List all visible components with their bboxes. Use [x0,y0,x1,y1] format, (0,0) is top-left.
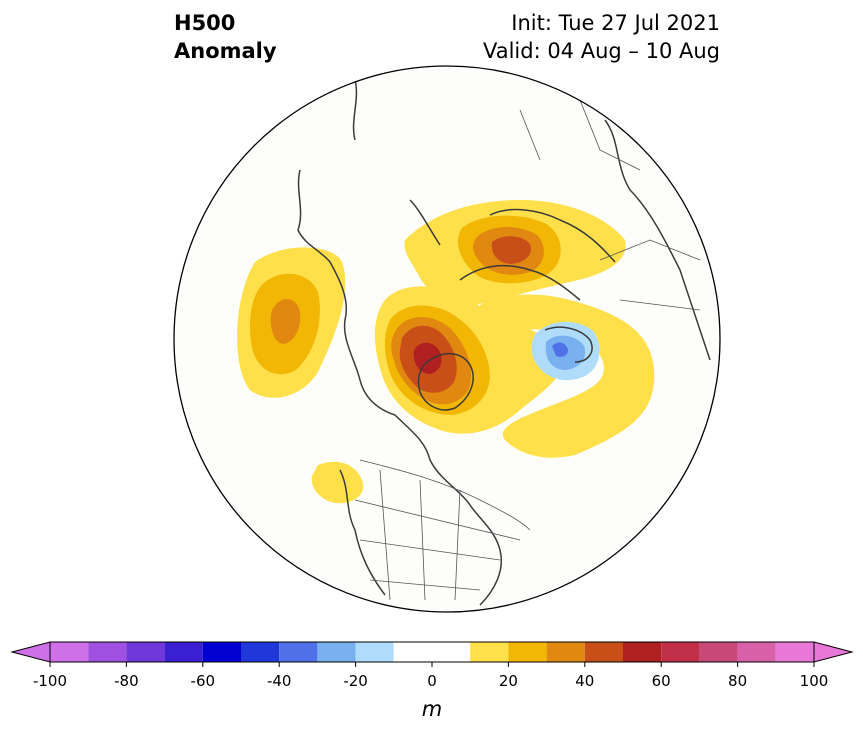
colorbar-swatch [279,642,318,662]
colorbar-tick-label: -20 [343,672,368,690]
colorbar-tick-label: 0 [427,672,437,690]
colorbar-swatch [737,642,776,662]
colorbar-swatch [623,642,662,662]
colorbar-tick-label: -100 [33,672,67,690]
colorbar-ticks: -100 -80 -60 -40 -20 0 20 40 60 80 100 [33,662,828,690]
colorbar-swatch [50,642,89,662]
title-line-2: Anomaly [174,39,277,63]
colorbar-tick-label: -80 [114,672,139,690]
colorbar-swatch [546,642,585,662]
globe-outline [173,65,721,613]
colorbar-swatch [202,642,241,662]
anomaly-western-russia [480,294,655,458]
map-subtitle: Init: Tue 27 Jul 2021 Valid: 04 Aug – 10… [483,9,720,65]
colorbar-swatch [317,642,356,662]
anomaly-north-pacific [237,247,346,398]
colorbar-swatch [126,642,165,662]
anomaly-scandinavia [404,200,626,306]
boundaries [354,99,701,601]
anomaly-pacific-northwest [311,461,364,504]
colorbar-unit: m [422,697,442,721]
colorbar-tick-label: 60 [652,672,671,690]
colorbar-swatch [470,642,509,662]
colorbar-tick-label: 20 [499,672,518,690]
colorbar-tick-label: 80 [728,672,747,690]
colorbar-swatch [355,642,394,662]
colorbar-swatch [88,642,127,662]
title-line-1: H500 [174,11,236,35]
colorbar-tick-label: 100 [800,672,829,690]
colorbar-frame [49,641,815,663]
coastlines [297,79,711,606]
colorbar-tick-label: -40 [267,672,292,690]
colorbar-swatches [50,642,814,662]
init-date: Init: Tue 27 Jul 2021 [511,11,720,35]
colorbar-swatch [699,642,738,662]
colorbar-extension-low [10,641,51,663]
colorbar-swatch [508,642,547,662]
colorbar-swatch [775,642,814,662]
colorbar-swatch [164,642,203,662]
colorbar-tick-label: -60 [191,672,216,690]
colorbar-swatch [393,642,471,662]
colorbar-swatch [584,642,623,662]
map-title: H500 Anomaly [174,9,277,65]
valid-range: Valid: 04 Aug – 10 Aug [482,39,720,63]
colorbar-swatch [241,642,280,662]
anomaly-map [173,65,721,613]
colorbar-extension-high [813,641,854,663]
colorbar-tick-label: 40 [575,672,594,690]
colorbar-swatch [661,642,700,662]
